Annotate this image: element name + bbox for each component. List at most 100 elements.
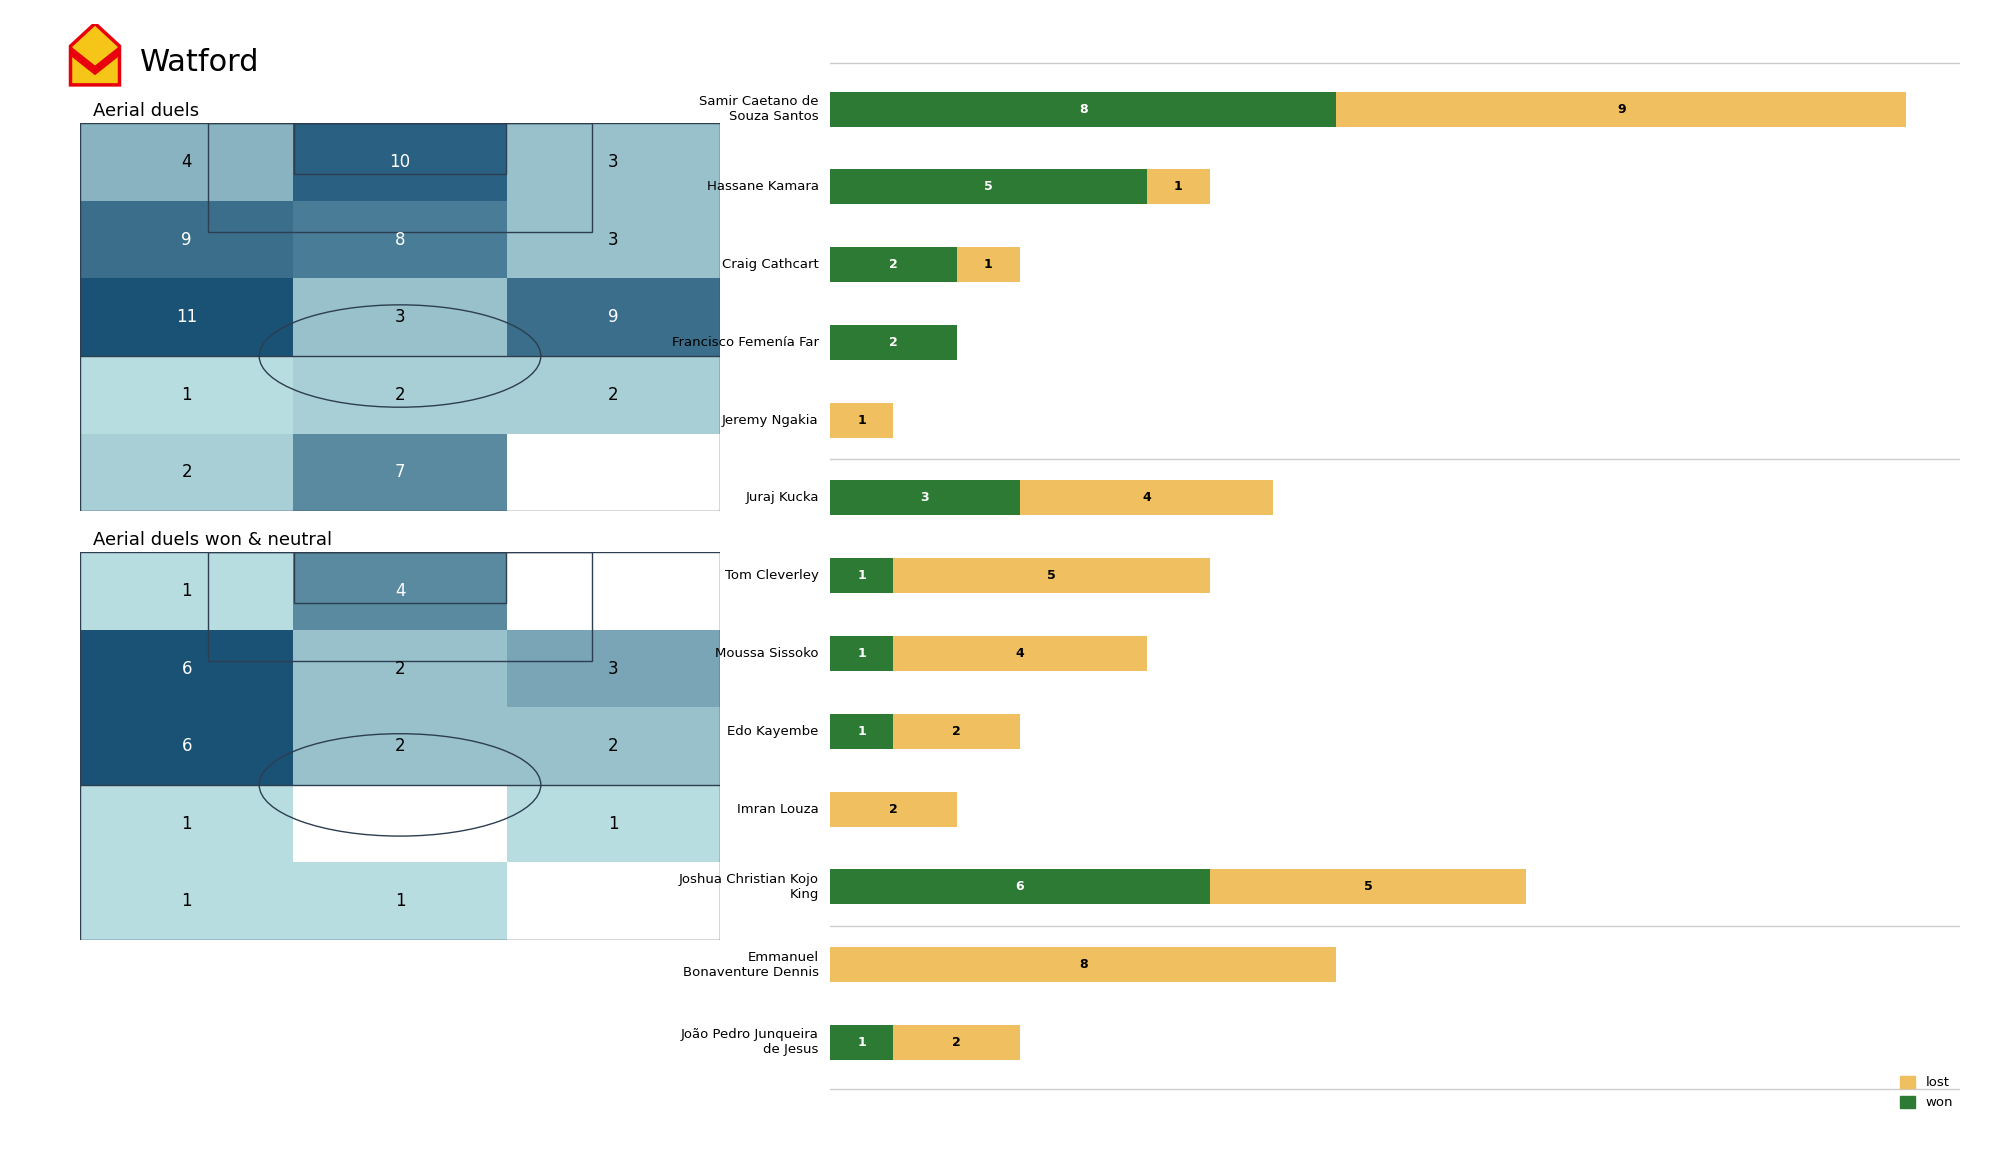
Bar: [1020, 481, 1274, 516]
Text: Jeremy Ngakia: Jeremy Ngakia: [722, 414, 818, 427]
Text: 3: 3: [608, 153, 618, 172]
Text: Samir Caetano de
Souza Santos: Samir Caetano de Souza Santos: [700, 95, 818, 123]
Text: 9: 9: [1618, 102, 1626, 115]
Text: Watford: Watford: [140, 48, 260, 78]
Bar: [894, 636, 1146, 671]
Bar: [294, 707, 506, 785]
Bar: [80, 278, 294, 356]
Bar: [830, 792, 956, 826]
Text: 1: 1: [858, 647, 866, 660]
Bar: [830, 1025, 894, 1060]
Text: 6: 6: [182, 737, 192, 756]
Bar: [830, 870, 1210, 905]
Text: 2: 2: [888, 803, 898, 815]
Text: 1: 1: [182, 582, 192, 600]
Text: 2: 2: [952, 725, 960, 738]
Bar: [294, 552, 506, 603]
Bar: [506, 707, 720, 785]
Polygon shape: [70, 46, 120, 75]
Bar: [294, 201, 506, 278]
Bar: [830, 247, 956, 282]
Text: Craig Cathcart: Craig Cathcart: [722, 258, 818, 271]
Text: 2: 2: [394, 737, 406, 756]
Text: 9: 9: [182, 230, 192, 249]
Text: 3: 3: [608, 659, 618, 678]
Text: 1: 1: [858, 414, 866, 427]
Bar: [830, 92, 1336, 127]
Text: Joshua Christian Kojo
King: Joshua Christian Kojo King: [678, 873, 818, 901]
Text: Imran Louza: Imran Louza: [736, 803, 818, 815]
Text: 2: 2: [182, 463, 192, 482]
Bar: [830, 403, 894, 438]
Bar: [80, 785, 294, 862]
Bar: [294, 434, 506, 511]
Bar: [956, 247, 1020, 282]
Bar: [80, 201, 294, 278]
Text: 6: 6: [182, 659, 192, 678]
Text: 8: 8: [1078, 102, 1088, 115]
Bar: [506, 201, 720, 278]
Text: 2: 2: [394, 385, 406, 404]
Text: Tom Cleverley: Tom Cleverley: [724, 569, 818, 583]
Bar: [208, 123, 592, 231]
Text: 1: 1: [182, 814, 192, 833]
Text: Edo Kayembe: Edo Kayembe: [728, 725, 818, 738]
Text: 4: 4: [182, 153, 192, 172]
Bar: [294, 278, 506, 356]
Bar: [80, 434, 294, 511]
Text: Juraj Kucka: Juraj Kucka: [746, 491, 818, 504]
Text: 2: 2: [888, 258, 898, 271]
Bar: [894, 713, 1020, 748]
Bar: [208, 552, 592, 660]
Text: 2: 2: [394, 659, 406, 678]
Bar: [80, 552, 294, 630]
Bar: [80, 862, 294, 940]
Text: 5: 5: [1364, 880, 1372, 893]
Text: 1: 1: [858, 1036, 866, 1049]
Bar: [830, 169, 1146, 204]
Bar: [294, 552, 506, 630]
Bar: [294, 123, 506, 174]
Text: 1: 1: [608, 814, 618, 833]
Bar: [830, 325, 956, 360]
Bar: [506, 278, 720, 356]
Text: 3: 3: [920, 491, 930, 504]
Bar: [80, 123, 294, 201]
Legend: lost, won: lost, won: [1900, 1076, 1954, 1109]
Text: 5: 5: [984, 181, 992, 194]
Bar: [830, 481, 1020, 516]
Bar: [830, 947, 1336, 982]
Text: 4: 4: [1016, 647, 1024, 660]
Text: Emmanuel
Bonaventure Dennis: Emmanuel Bonaventure Dennis: [682, 951, 818, 979]
Text: 2: 2: [608, 737, 618, 756]
Text: 6: 6: [1016, 880, 1024, 893]
Bar: [506, 862, 720, 940]
Text: 5: 5: [1048, 569, 1056, 583]
Text: 1: 1: [858, 725, 866, 738]
Text: Moussa Sissoko: Moussa Sissoko: [716, 647, 818, 660]
Text: 2: 2: [952, 1036, 960, 1049]
Text: 3: 3: [394, 308, 406, 327]
Text: 1: 1: [984, 258, 992, 271]
Text: 2: 2: [888, 336, 898, 349]
Text: 4: 4: [1142, 491, 1150, 504]
Text: 3: 3: [608, 230, 618, 249]
Bar: [294, 785, 506, 862]
Text: Francisco Femenía Far: Francisco Femenía Far: [672, 336, 818, 349]
Text: 7: 7: [394, 463, 406, 482]
Bar: [506, 434, 720, 511]
Bar: [894, 1025, 1020, 1060]
Bar: [506, 123, 720, 201]
Bar: [506, 552, 720, 630]
Text: 8: 8: [394, 230, 406, 249]
Bar: [506, 630, 720, 707]
Bar: [294, 356, 506, 434]
Text: Aerial duels: Aerial duels: [92, 102, 198, 120]
Text: 2: 2: [608, 385, 618, 404]
Bar: [294, 862, 506, 940]
Bar: [80, 630, 294, 707]
Bar: [894, 558, 1210, 593]
Bar: [294, 630, 506, 707]
Bar: [506, 785, 720, 862]
Text: 11: 11: [176, 308, 198, 327]
